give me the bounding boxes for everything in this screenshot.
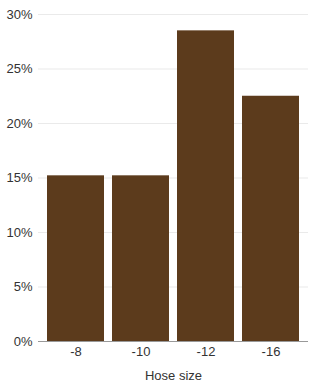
svg-text:Hose size: Hose size xyxy=(145,368,202,383)
svg-text:15%: 15% xyxy=(6,170,32,185)
svg-text:30%: 30% xyxy=(6,7,32,22)
svg-text:-12: -12 xyxy=(197,344,216,359)
svg-text:-10: -10 xyxy=(132,344,151,359)
svg-text:-16: -16 xyxy=(262,344,281,359)
svg-text:0%: 0% xyxy=(14,334,33,349)
svg-text:5%: 5% xyxy=(14,279,33,294)
svg-text:10%: 10% xyxy=(6,225,32,240)
svg-text:20%: 20% xyxy=(6,116,32,131)
svg-text:25%: 25% xyxy=(6,61,32,76)
svg-text:-8: -8 xyxy=(70,344,82,359)
